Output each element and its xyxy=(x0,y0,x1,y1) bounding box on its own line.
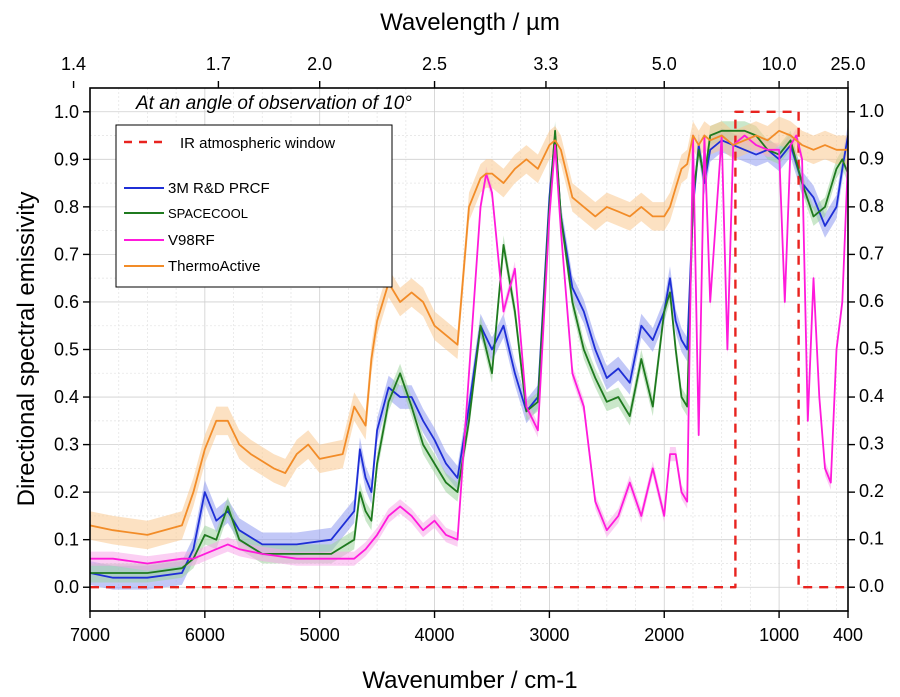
x-top-tick-label: 1.7 xyxy=(206,54,231,74)
legend-label-3m: 3M R&D PRCF xyxy=(168,180,270,197)
y-tick-label: 0.3 xyxy=(54,435,79,455)
y-tick-label: 0.1 xyxy=(54,530,79,550)
x-tick-label: 5000 xyxy=(300,625,340,645)
series-line-2 xyxy=(90,129,848,574)
x-axis-title: Wavenumber / cm-1 xyxy=(362,667,577,694)
y-tick-label-right: 0.2 xyxy=(859,481,884,501)
series-line-3 xyxy=(90,134,848,565)
series-band-4 xyxy=(90,116,848,550)
series-lines xyxy=(90,110,848,589)
y-tick-label-right: 0.3 xyxy=(859,434,884,454)
legend-box xyxy=(115,124,393,288)
y-tick-label-right: 0.1 xyxy=(859,529,884,549)
y-tick-label: 0.5 xyxy=(54,340,79,360)
x-top-tick-label: 2.5 xyxy=(422,54,447,74)
series-line-0 xyxy=(90,110,848,589)
y-tick-label: 0.4 xyxy=(54,387,79,407)
legend-label-thermoactive: ThermoActive xyxy=(168,258,261,275)
x-top-tick-label: 10.0 xyxy=(762,54,797,74)
y-tick-label-right: 0.6 xyxy=(859,291,884,311)
x-tick-label: 6000 xyxy=(185,625,225,645)
x-tick-label: 3000 xyxy=(529,625,569,645)
axis-ticks xyxy=(72,81,855,618)
x-tick-label: 4000 xyxy=(415,625,455,645)
y-tick-label: 0.8 xyxy=(54,197,79,217)
legend-label-ir-window: IR atmospheric window xyxy=(180,135,335,152)
legend-label-v98rf: V98RF xyxy=(168,232,215,249)
x-top-tick-label: 1.4 xyxy=(61,54,86,74)
annotation-text: At an angle of observation of 10° xyxy=(135,93,412,114)
x-tick-label: 2000 xyxy=(644,625,684,645)
y-tick-label-right: 0.7 xyxy=(859,243,884,263)
x-top-tick-label: 2.0 xyxy=(307,54,332,74)
x-tick-label: 1000 xyxy=(759,625,799,645)
y-axis-title: Directional spectral emissivity xyxy=(13,192,40,507)
legend-label-spacecool: SPACECOOL xyxy=(168,206,248,221)
y-tick-label: 0.6 xyxy=(54,292,79,312)
x2-axis-title: Wavelength / µm xyxy=(380,9,560,36)
y-tick-label-right: 1.0 xyxy=(859,101,884,121)
x-top-tick-label: 25.0 xyxy=(830,54,865,74)
y-tick-label-right: 0.4 xyxy=(859,386,884,406)
tick-labels: 0.0 0.0 0.1 0.1 0.2 0.2 0.3 0.3 0.4 0.4 0.5 0.5 0.6 0… xyxy=(54,54,884,645)
uncertainty-bands xyxy=(90,116,848,590)
y-tick-label: 1.0 xyxy=(54,102,79,122)
y-tick-label-right: 0.0 xyxy=(859,576,884,596)
y-tick-label-right: 0.9 xyxy=(859,148,884,168)
x-top-tick-label: 3.3 xyxy=(533,54,558,74)
y-tick-label-right: 0.5 xyxy=(859,339,884,359)
x-tick-label: 400 xyxy=(833,625,863,645)
y-tick-label-right: 0.8 xyxy=(859,196,884,216)
x-tick-label: 7000 xyxy=(70,625,110,645)
series-line-4 xyxy=(90,129,848,536)
x-top-tick-label: 5.0 xyxy=(652,54,677,74)
y-tick-label: 0.0 xyxy=(54,577,79,597)
y-tick-label: 0.9 xyxy=(54,149,79,169)
y-tick-label: 0.7 xyxy=(54,244,79,264)
y-tick-label: 0.2 xyxy=(54,482,79,502)
legend: IR atmospheric window 3M R&D PRCF SPACEC… xyxy=(115,124,393,288)
